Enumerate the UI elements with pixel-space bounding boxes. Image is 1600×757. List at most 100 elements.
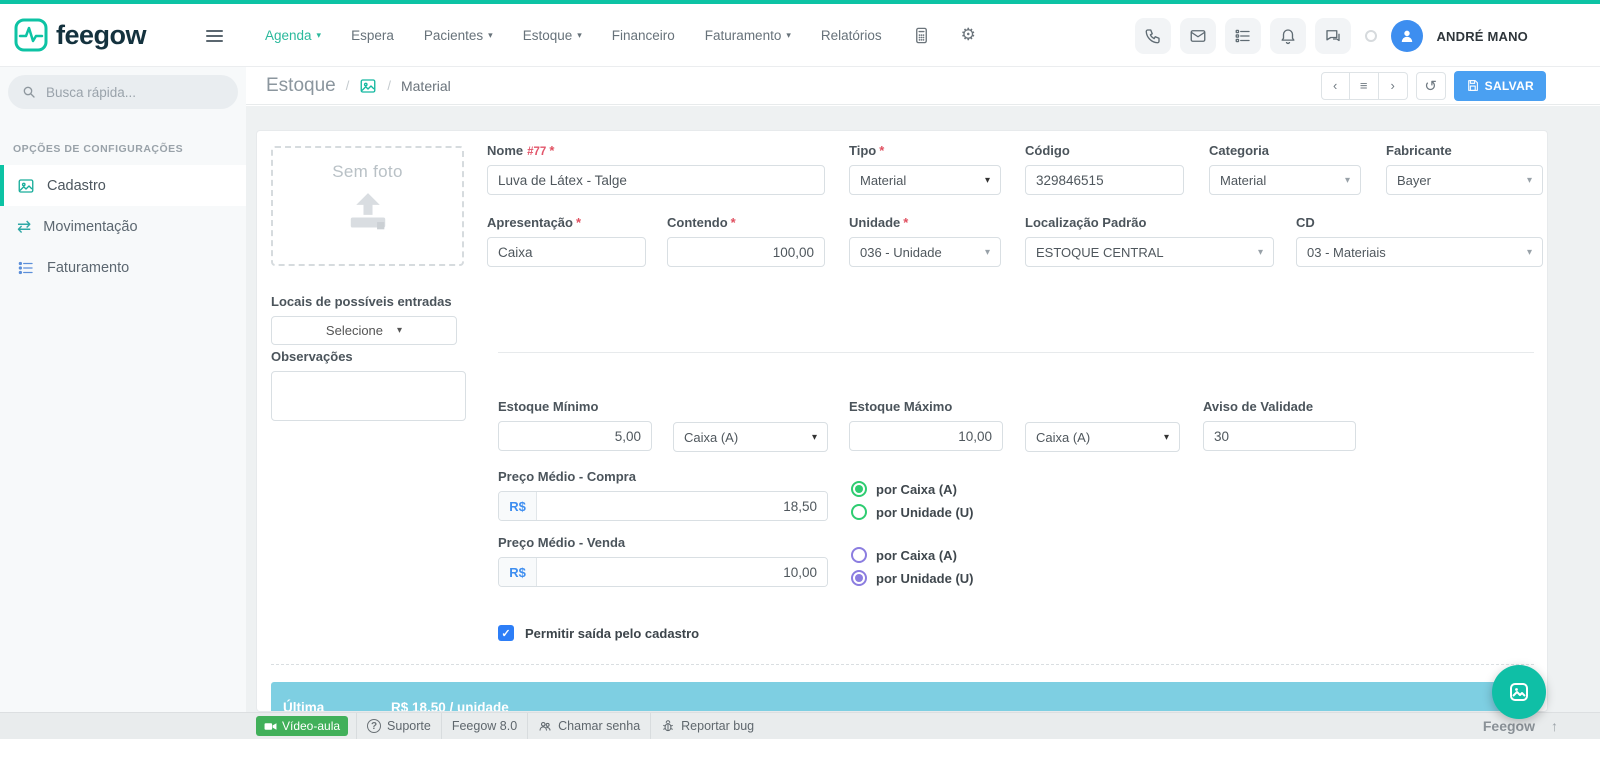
- previous-record-button[interactable]: ‹: [1320, 71, 1350, 100]
- locais-label: Locais de possíveis entradas: [271, 294, 452, 309]
- next-record-button[interactable]: ›: [1378, 71, 1408, 100]
- inbox-button[interactable]: [1180, 18, 1217, 54]
- sidebar-item-movimentacao[interactable]: ⇄ Movimentação: [0, 206, 246, 247]
- quick-search-input[interactable]: [46, 84, 225, 100]
- preco-venda-group: R$: [498, 557, 828, 587]
- tipo-label: Tipo *: [849, 143, 885, 158]
- apresentacao-input[interactable]: [487, 237, 646, 267]
- field-fabricante: Fabricante Bayer ▾: [1386, 143, 1543, 195]
- video-aula-badge[interactable]: Vídeo-aula: [256, 716, 349, 736]
- footer-right: Feegow ↑: [1483, 718, 1600, 734]
- field-tipo: Tipo * Material ▾: [849, 143, 1001, 195]
- chevron-down-icon: ▾: [1526, 174, 1532, 186]
- field-estoque-maximo-unidade: Caixa (A) ▾: [1025, 422, 1180, 452]
- currency-prefix: R$: [499, 558, 537, 586]
- fabricante-select[interactable]: Bayer ▾: [1386, 165, 1543, 195]
- unidade-select[interactable]: 036 - Unidade ▾: [849, 237, 1001, 267]
- feegow-logo[interactable]: feegow: [14, 18, 147, 52]
- field-estoque-maximo: Estoque Máximo: [849, 399, 1003, 451]
- subheader-actions: ‹ ≡ › ↺ SALVAR: [1320, 70, 1546, 101]
- aviso-validade-input[interactable]: [1203, 421, 1356, 451]
- menu-toggle-button[interactable]: [206, 27, 226, 45]
- chevron-down-icon: ▾: [811, 431, 817, 443]
- footer-version: Feegow 8.0: [440, 713, 527, 739]
- settings-gear-icon[interactable]: ⚙: [960, 25, 976, 44]
- nav-financeiro[interactable]: Financeiro: [611, 27, 675, 43]
- preco-venda-input[interactable]: [537, 558, 827, 586]
- breadcrumb-root[interactable]: Estoque: [266, 74, 336, 96]
- localizacao-select[interactable]: ESTOQUE CENTRAL ▾: [1025, 237, 1274, 267]
- phone-button[interactable]: [1135, 18, 1172, 54]
- notifications-bell-button[interactable]: [1270, 18, 1307, 54]
- chat-bubbles-icon: [1326, 30, 1341, 42]
- estoque-maximo-input[interactable]: [849, 421, 1003, 451]
- main-content: Sem foto Nome#77* Tipo* Material▾ Código: [246, 106, 1600, 712]
- categoria-select[interactable]: Material ▾: [1209, 165, 1361, 195]
- cd-label: CD: [1296, 215, 1315, 230]
- footer-suporte[interactable]: ? Suporte: [356, 713, 441, 739]
- nav-espera[interactable]: Espera: [351, 27, 394, 43]
- contendo-input[interactable]: [667, 237, 825, 267]
- chevron-down-icon: ▾: [1257, 246, 1263, 258]
- chat-widget-fab[interactable]: [1492, 665, 1546, 719]
- field-estoque-minimo: Estoque Mínimo: [498, 399, 652, 451]
- nav-faturamento[interactable]: Faturamento ▾: [704, 27, 791, 43]
- estoque-minimo-unit-select[interactable]: Caixa (A) ▾: [673, 422, 828, 452]
- observacoes-textarea[interactable]: [271, 371, 466, 421]
- user-name[interactable]: ANDRÉ MANO: [1436, 28, 1528, 44]
- compra-por-caixa-radio[interactable]: por Caixa (A): [851, 481, 974, 497]
- estoque-maximo-unit-select[interactable]: Caixa (A) ▾: [1025, 422, 1180, 452]
- photo-icon: [360, 78, 376, 93]
- chevron-down-icon: ▾: [397, 325, 403, 336]
- preco-venda-radios: por Caixa (A) por Unidade (U): [851, 547, 974, 586]
- sidebar-item-cadastro[interactable]: Cadastro: [0, 165, 246, 206]
- estoque-minimo-input[interactable]: [498, 421, 652, 451]
- preco-compra-input[interactable]: [537, 492, 827, 520]
- tipo-select[interactable]: Material ▾: [849, 165, 1001, 195]
- user-avatar[interactable]: [1391, 20, 1424, 52]
- quick-search[interactable]: [8, 75, 238, 109]
- preco-compra-radios: por Caixa (A) por Unidade (U): [851, 481, 974, 520]
- chevron-down-icon: ▾: [577, 30, 582, 40]
- cd-select[interactable]: 03 - Materiais ▾: [1296, 237, 1543, 267]
- history-button[interactable]: ↺: [1415, 71, 1446, 100]
- codigo-input[interactable]: [1025, 165, 1184, 195]
- photo-icon: [18, 178, 34, 193]
- venda-por-caixa-radio[interactable]: por Caixa (A): [851, 547, 974, 563]
- chat-button[interactable]: [1315, 18, 1352, 54]
- estoque-minimo-label: Estoque Mínimo: [498, 399, 599, 414]
- footer-reportar-bug[interactable]: Reportar bug: [650, 713, 764, 739]
- contendo-label: Contendo *: [667, 215, 736, 230]
- radio-icon: [851, 481, 867, 497]
- nav-estoque[interactable]: Estoque ▾: [522, 27, 582, 43]
- field-preco-compra: Preço Médio - Compra R$: [498, 469, 828, 521]
- sidebar-item-faturamento[interactable]: Faturamento: [0, 247, 246, 288]
- nav-pacientes[interactable]: Pacientes ▾: [423, 27, 493, 43]
- unidade-label: Unidade *: [849, 215, 909, 230]
- preco-venda-label: Preço Médio - Venda: [498, 535, 626, 550]
- compra-por-unidade-radio[interactable]: por Unidade (U): [851, 504, 974, 520]
- footer-chamar-senha[interactable]: Chamar senha: [527, 713, 650, 739]
- calculator-icon[interactable]: [912, 26, 931, 45]
- brand-name: feegow: [56, 19, 147, 50]
- scroll-to-top-button[interactable]: ↑: [1551, 718, 1558, 734]
- save-button[interactable]: SALVAR: [1453, 70, 1546, 101]
- venda-por-unidade-radio[interactable]: por Unidade (U): [851, 570, 974, 586]
- breadcrumb-separator: /: [345, 78, 350, 93]
- chevron-down-icon: ▾: [1344, 174, 1350, 186]
- nome-input[interactable]: [487, 165, 825, 195]
- list-view-button[interactable]: ≡: [1349, 71, 1379, 100]
- permitir-saida-checkbox-row[interactable]: ✓ Permitir saída pelo cadastro: [498, 625, 699, 641]
- photo-upload-dropzone[interactable]: Sem foto: [271, 146, 464, 266]
- upload-icon: [350, 193, 385, 230]
- nav-agenda[interactable]: Agenda ▾: [265, 27, 322, 43]
- tasks-button[interactable]: [1225, 18, 1262, 54]
- sidebar-item-label: Cadastro: [47, 177, 106, 194]
- required-asterisk: *: [730, 215, 736, 230]
- radio-icon: [851, 570, 867, 586]
- locais-select-button[interactable]: Selecione ▾: [271, 316, 457, 345]
- dashed-divider: [271, 664, 1534, 665]
- person-icon: [1402, 30, 1413, 42]
- nav-relatorios[interactable]: Relatórios: [820, 27, 882, 43]
